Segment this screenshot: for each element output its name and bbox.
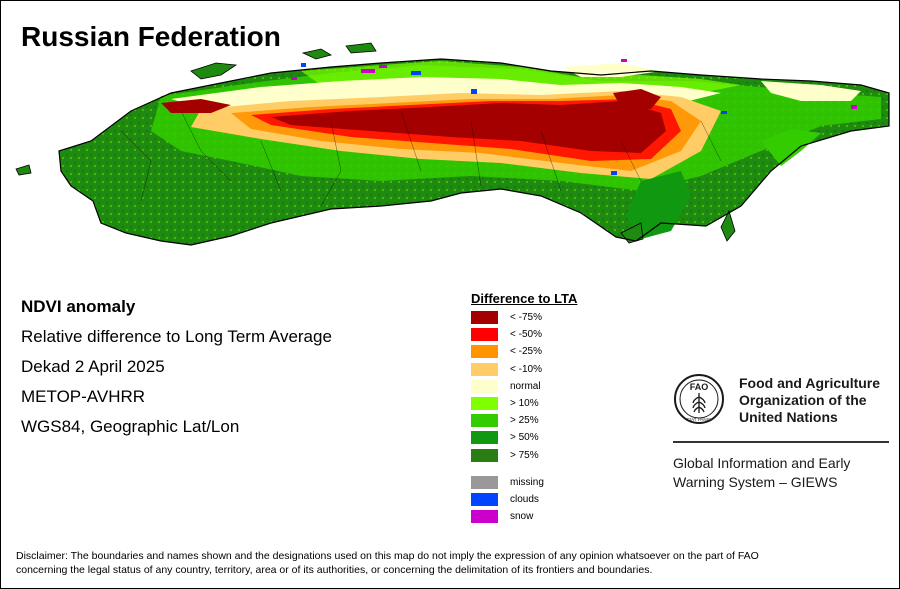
legend-class-row: > 50%: [471, 430, 577, 447]
legend-class-row: < -25%: [471, 344, 577, 361]
admin-boundaries: [120, 110, 722, 207]
fao-logo-icon: FAO FIAT PANIS: [674, 374, 724, 424]
legend-class-swatch: [471, 345, 498, 359]
legend-class-row: > 10%: [471, 396, 577, 413]
period-label: Dekad 2 April 2025: [21, 357, 165, 376]
legend-title: Difference to LTA: [471, 291, 578, 306]
disclaimer-line1: Disclaimer: The boundaries and names sho…: [16, 550, 759, 562]
legend: Difference to LTA < -75% < -50% < -25% < -1…: [471, 291, 577, 526]
legend-class-swatch: [471, 362, 498, 376]
divider: [673, 441, 889, 443]
system-name-line1: Global Information and Early: [673, 455, 851, 471]
org-name-line1: Food and Agriculture: [739, 375, 881, 391]
org-name-line3: United Nations: [739, 409, 838, 425]
country-outline: [58, 58, 890, 246]
legend-class-label: > 75%: [510, 449, 539, 461]
legend-class-label: > 10%: [510, 397, 539, 409]
logo-text: FAO: [690, 382, 709, 392]
legend-class-label: < -25%: [510, 346, 542, 358]
projection-label: WGS84, Geographic Lat/Lon: [21, 417, 240, 436]
legend-other-label: snow: [510, 511, 534, 523]
clouds-patches: [301, 63, 727, 175]
logo-motto: FIAT PANIS: [687, 417, 711, 422]
map-title: Russian Federation: [21, 21, 281, 52]
org-name-line2: Organization of the: [739, 392, 867, 408]
legend-other-label: clouds: [510, 493, 539, 505]
legend-class-row: < -10%: [471, 362, 577, 379]
legend-other-swatch: [471, 475, 498, 489]
legend-other-row: snow: [471, 509, 577, 526]
legend-class-swatch: [471, 448, 498, 462]
product-description: Relative difference to Long Term Average: [21, 327, 332, 346]
legend-class-row: > 75%: [471, 448, 577, 465]
legend-class-label: > 25%: [510, 415, 539, 427]
legend-class-label: < -75%: [510, 312, 542, 323]
disclaimer-line2: concerning the legal status of any count…: [16, 564, 653, 576]
product-name: NDVI anomaly: [21, 297, 136, 316]
legend-class-label: < -10%: [510, 363, 542, 375]
islands: [15, 42, 736, 244]
organization-name: Food and Agriculture Organization of the…: [739, 375, 880, 426]
legend-class-row: normal: [471, 379, 577, 396]
legend-other-label: missing: [510, 476, 544, 488]
legend-class-label: > 50%: [510, 432, 539, 444]
disclaimer: Disclaimer: The boundaries and names sho…: [16, 549, 886, 577]
legend-class-swatch: [471, 431, 498, 445]
legend-class-row: < -75%: [471, 310, 577, 327]
sensor-label: METOP-AVHRR: [21, 387, 146, 406]
legend-other-row: missing: [471, 475, 577, 492]
legend-class-swatch: [471, 414, 498, 428]
legend-class-label: normal: [510, 380, 541, 392]
legend-other-swatch: [471, 510, 498, 524]
map-metadata: NDVI anomaly Relative difference to Long…: [21, 297, 332, 447]
legend-class-swatch: [471, 396, 498, 410]
system-name-line2: Warning System – GIEWS: [673, 474, 838, 490]
legend-class-row: > 25%: [471, 413, 577, 430]
system-name: Global Information and Early Warning Sys…: [673, 454, 850, 492]
legend-class-label: < -50%: [510, 329, 542, 341]
legend-class-swatch: [471, 311, 498, 324]
legend-other: missing clouds snow: [471, 475, 577, 527]
legend-other-row: clouds: [471, 492, 577, 509]
legend-classes: < -75% < -50% < -25% < -10% normal > 10% > 25%…: [471, 310, 577, 465]
legend-other-swatch: [471, 492, 498, 506]
legend-class-swatch: [471, 328, 498, 342]
legend-class-swatch: [471, 379, 498, 393]
region-negative-75: [271, 101, 666, 153]
legend-class-row: < -50%: [471, 327, 577, 344]
